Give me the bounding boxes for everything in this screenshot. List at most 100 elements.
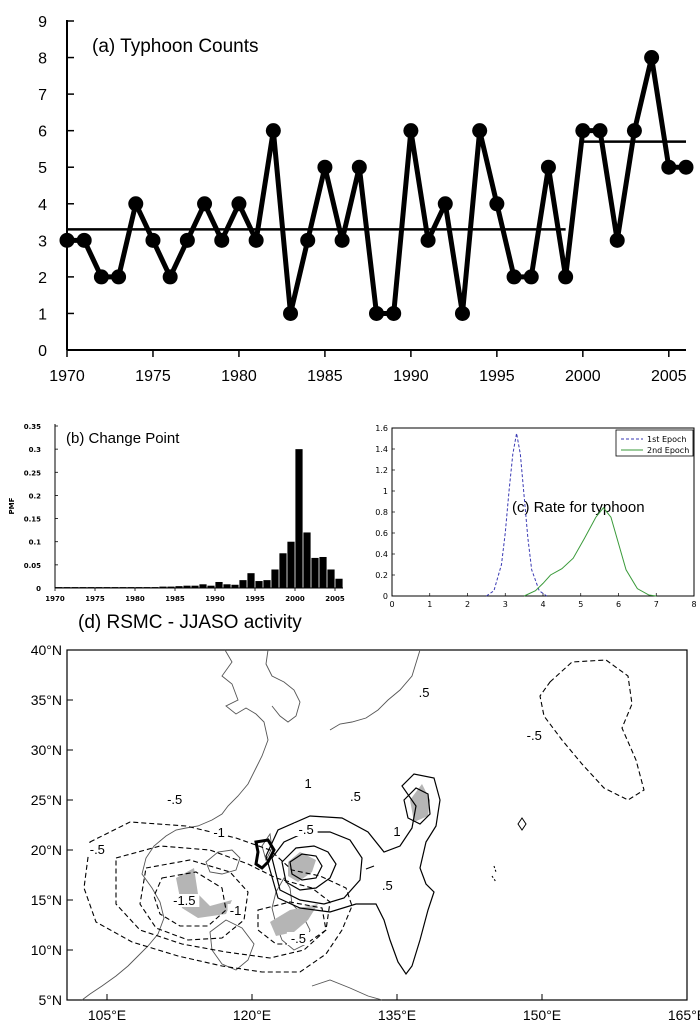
a-data-point xyxy=(420,232,436,248)
c-x-tick-label: 2 xyxy=(465,600,470,609)
b-y-tick-label: 0.3 xyxy=(29,446,42,454)
d-contour-label: 1 xyxy=(304,776,311,791)
b-y-tick-label: 0.1 xyxy=(29,539,42,547)
a-data-point xyxy=(592,123,608,139)
coast-new-guinea xyxy=(311,979,383,1001)
a-data-point xyxy=(248,232,264,248)
a-data-point xyxy=(403,123,419,139)
b-bar xyxy=(255,581,263,588)
b-title: (b) Change Point xyxy=(66,430,180,447)
a-data-point xyxy=(128,196,144,212)
b-bar xyxy=(271,569,279,588)
b-bar xyxy=(87,587,95,588)
contour-pos-diamond xyxy=(517,817,527,831)
a-title: (a) Typhoon Counts xyxy=(92,36,259,57)
c-x-tick-label: 0 xyxy=(389,600,394,609)
a-x-tick-label: 2005 xyxy=(651,368,687,385)
d-contour-label-bg xyxy=(392,825,402,838)
a-y-tick-label: 5 xyxy=(38,160,47,177)
a-data-point xyxy=(93,269,109,285)
d-contour-label: -.5 xyxy=(167,792,182,807)
c-legend-label-2: 2nd Epoch xyxy=(647,446,689,455)
b-bar xyxy=(143,587,151,588)
a-x-tick-label: 1985 xyxy=(307,368,343,385)
a-data-point xyxy=(265,123,281,139)
b-bar xyxy=(311,557,319,588)
b-x-tick-label: 1970 xyxy=(45,595,65,603)
d-contour-label-bg xyxy=(379,879,396,892)
d-lat-tick-label: 25°N xyxy=(31,792,62,808)
a-data-point xyxy=(523,269,539,285)
b-bar xyxy=(223,584,231,588)
a-data-point xyxy=(454,305,470,321)
d-lat-tick-label: 5°N xyxy=(39,992,63,1008)
b-bar xyxy=(167,586,175,588)
contour-pos-small xyxy=(365,865,375,870)
c-y-tick-label: 0 xyxy=(383,592,388,601)
a-data-point xyxy=(472,123,488,139)
a-data-point xyxy=(283,305,299,321)
b-y-tick-label: 0.05 xyxy=(24,562,41,570)
d-contour-label: -.5 xyxy=(90,842,105,857)
a-x-tick-label: 1980 xyxy=(221,368,257,385)
c-x-tick-label: 3 xyxy=(503,600,508,609)
b-y-tick-label: 0.15 xyxy=(24,516,41,524)
shading-philippines xyxy=(270,904,318,936)
a-data-point xyxy=(76,232,92,248)
b-bar xyxy=(151,587,159,588)
b-bar xyxy=(263,580,271,588)
d-contour-label: -1.5 xyxy=(173,893,195,908)
d-lat-tick-label: 20°N xyxy=(31,842,62,858)
d-contour-label: 1 xyxy=(393,824,400,839)
contour-neg-3 xyxy=(139,859,249,941)
a-data-point xyxy=(197,196,213,212)
a-x-tick-label: 1975 xyxy=(135,368,171,385)
d-contour-label: .5 xyxy=(419,685,430,700)
a-data-point xyxy=(369,305,384,321)
b-bar xyxy=(55,587,63,588)
panel-a-typhoon-counts: (a) Typhoon Counts 0 1 2 3 4 5 6 7 8 9 1970 1975 19… xyxy=(38,14,694,385)
a-x-tick-label: 1970 xyxy=(49,368,85,385)
a-data-point xyxy=(317,159,333,175)
b-bar xyxy=(95,587,103,588)
contour-thick-taiwan xyxy=(254,838,276,870)
c-x-tick-label: 5 xyxy=(578,600,583,609)
contour-pos-japan xyxy=(403,787,431,825)
b-bar xyxy=(111,587,119,588)
a-data-point xyxy=(489,196,505,212)
b-bar xyxy=(71,587,79,588)
b-bar xyxy=(239,580,247,588)
a-data-point xyxy=(644,50,660,66)
b-x-tick-label: 2005 xyxy=(325,595,345,603)
a-data-point xyxy=(231,196,247,212)
d-contour-label-bg xyxy=(416,686,433,699)
coast-japan xyxy=(329,649,421,731)
d-lon-tick-label: 105°E xyxy=(88,1007,126,1023)
b-bar xyxy=(207,585,215,588)
b-bar xyxy=(303,532,311,588)
contour-pos-outer xyxy=(265,773,441,976)
c-series-line-1 xyxy=(486,433,548,597)
a-data-point xyxy=(145,232,161,248)
a-data-point xyxy=(334,232,350,248)
panel-b-change-point: (b) Change Point PMF 0 0.05 0.1 0.15 0.2 0.25… xyxy=(8,423,345,603)
b-bar xyxy=(135,587,143,588)
b-bar xyxy=(191,585,199,588)
a-y-tick-label: 1 xyxy=(38,306,47,323)
d-contour-label: .5 xyxy=(382,878,393,893)
contour-neg-4 xyxy=(153,871,227,927)
b-x-tick-label: 1980 xyxy=(125,595,145,603)
a-y-tick-label: 9 xyxy=(38,14,47,31)
a-y-tick-label: 4 xyxy=(38,197,47,214)
a-x-tick-label: 1995 xyxy=(479,368,515,385)
b-bar xyxy=(183,585,191,588)
a-data-point xyxy=(575,123,591,139)
b-y-tick-label: 0 xyxy=(36,585,41,593)
b-y-tick-label: 0.35 xyxy=(24,423,41,431)
panel-c-rate-for-typhoon: (c) Rate for typhoon 0 0.2 0.4 0.6 0.8 1 1.2 1.… xyxy=(375,424,696,609)
d-title: (d) RSMC - JJASO activity xyxy=(78,612,302,633)
b-bar xyxy=(247,573,255,588)
a-data-point xyxy=(300,232,316,248)
d-contour-label-bg xyxy=(211,826,228,839)
